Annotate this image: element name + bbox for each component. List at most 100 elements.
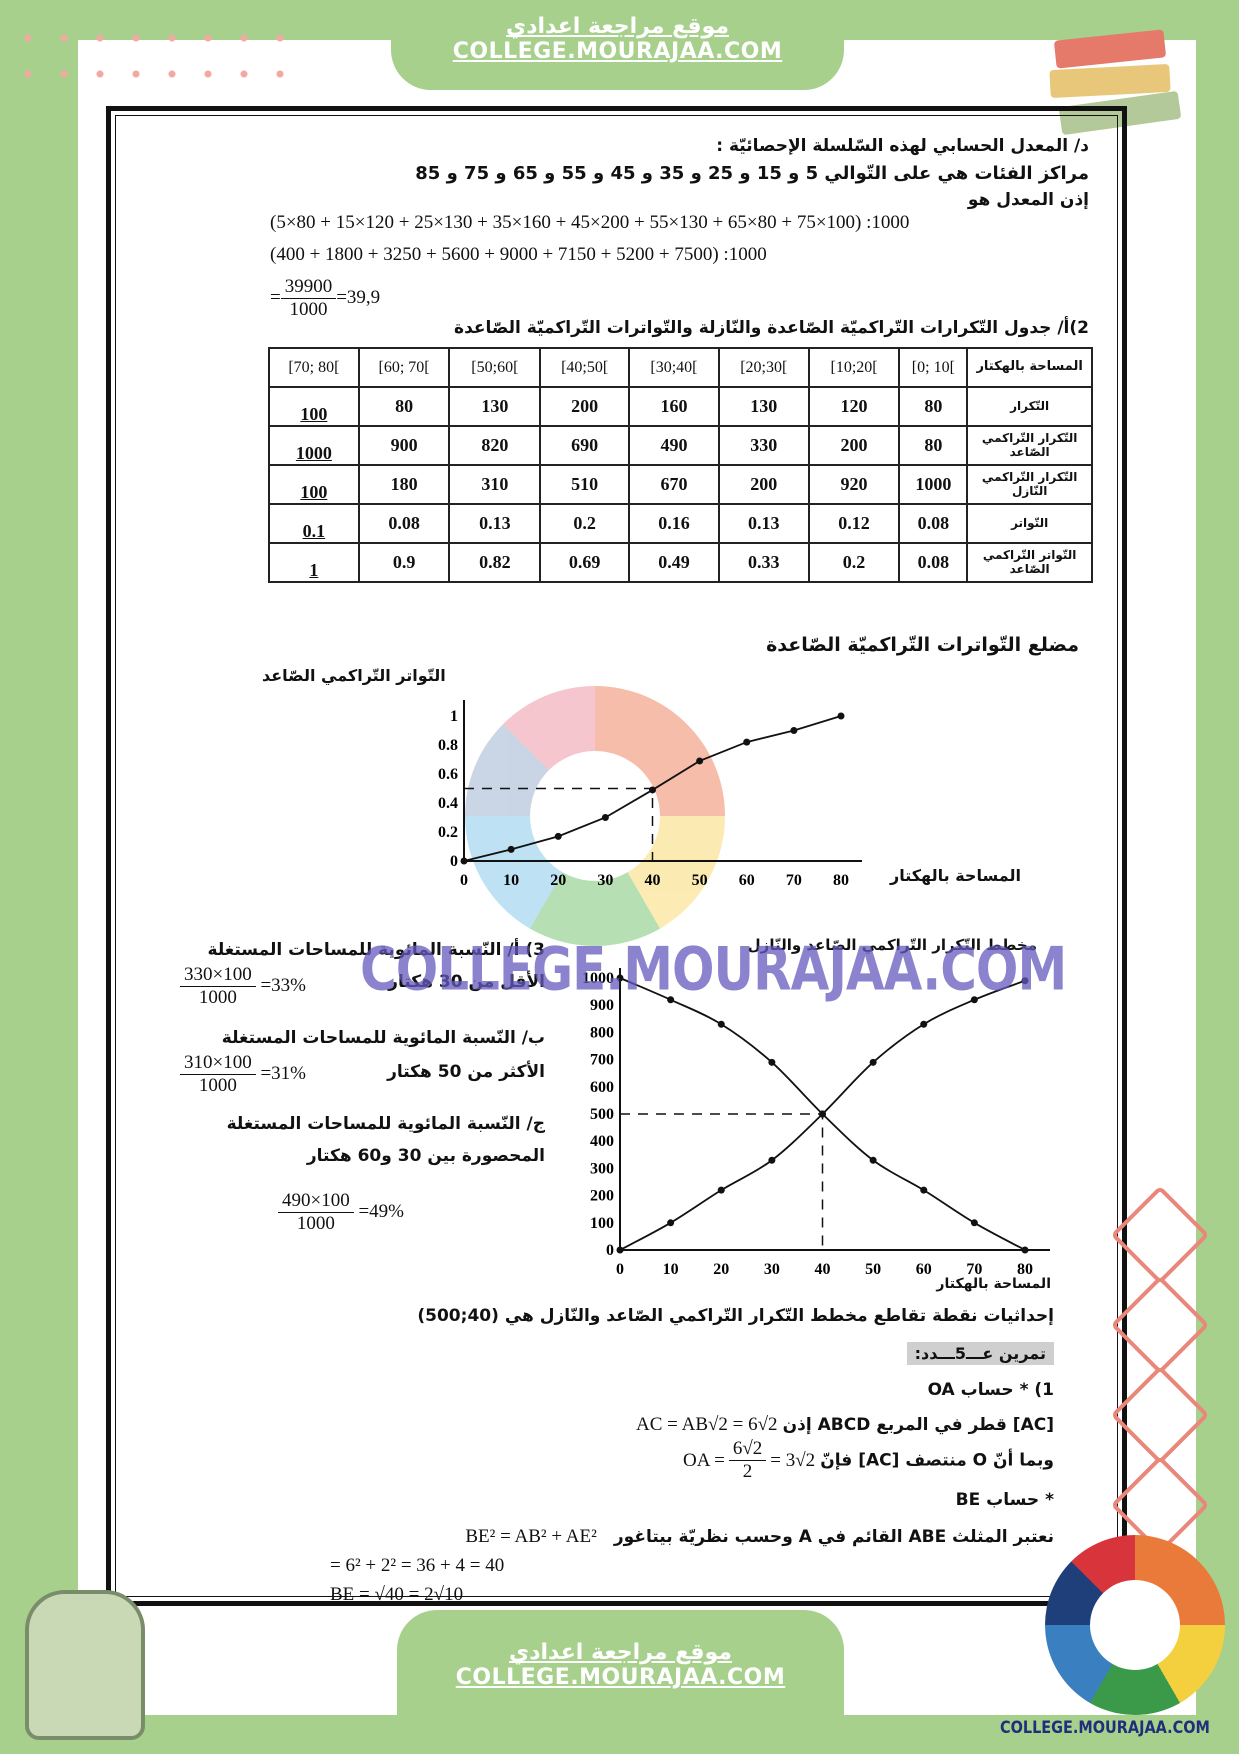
- data-point: [920, 1020, 928, 1028]
- fraction-numerator: 490×100: [278, 1190, 354, 1213]
- line3-text: نعتبر المثلث ABE القائم في A وحسب نظريّة…: [613, 1527, 1054, 1547]
- table-cell: 130: [717, 386, 810, 427]
- y-tick-label: 0.8: [438, 737, 458, 754]
- chart2-xlabel: المساحة بالهكتار: [936, 1276, 1051, 1292]
- table-cell: 490: [628, 425, 720, 466]
- y-tick-label: 0.6: [438, 766, 458, 783]
- table-cell: 80: [898, 386, 969, 427]
- equals-sign: =: [270, 286, 281, 308]
- fraction-numerator: 310×100: [180, 1052, 256, 1075]
- chart2-title: مخطط التّكرار التّراكمي الصّاعد والنّازل: [747, 936, 1037, 954]
- data-point: [768, 1058, 776, 1066]
- exercise5-line2: وبما أنّ O منتصف [AC] فإنّ OA = 6√2 2 = 3√2: [683, 1438, 1054, 1483]
- line2-text: وبما أنّ O منتصف [AC] فإنّ: [820, 1450, 1054, 1471]
- footer-logo-text[interactable]: COLLEGE.MOURAJAA.COM: [1000, 1718, 1210, 1738]
- data-point: [970, 1219, 978, 1227]
- oa-label: OA =: [682, 1449, 725, 1471]
- table-header: المساحة بالهكتار: [966, 347, 1093, 388]
- table-cell: 0.9: [357, 542, 451, 583]
- site-logo-ring: [465, 686, 725, 946]
- chart1-title: مضلع التّواترات التّراكميّة الصّاعدة: [766, 634, 1079, 656]
- table-header: [40;50[: [539, 347, 631, 388]
- table-cell: 900: [357, 425, 451, 466]
- data-point: [667, 996, 675, 1004]
- data-point: [768, 1156, 776, 1164]
- table-cell: 690: [539, 425, 631, 466]
- row-label: التّكرار التّراكمي الصّاعد: [966, 425, 1093, 466]
- exercise5-q1: 1) * حساب OA: [927, 1380, 1054, 1400]
- table-cell: 1000: [898, 464, 969, 505]
- table-cell: 820: [448, 425, 542, 466]
- data-point: [554, 832, 562, 840]
- table-row: 100 180 310 510 670 200 920 1000 التّكرار التّرا…: [268, 464, 1093, 505]
- exercise5-line1: [AC] قطر في المربع ABCD إذن AC = AB√2 = …: [636, 1414, 1054, 1436]
- y-tick-label: 700: [590, 1052, 614, 1069]
- fraction-numerator: 39900: [280, 276, 337, 299]
- table-cell: 1: [268, 542, 360, 583]
- percent-result: =49%: [358, 1200, 405, 1222]
- x-tick-label: 20: [713, 1261, 729, 1278]
- frequency-table: [70; 80[ [60; 70[ [50;60[ [40;50[ [30;40…: [268, 347, 1093, 583]
- part3-b-calc: 310×100 1000 =31%: [180, 1052, 306, 1097]
- table-header: [10;20[: [807, 347, 901, 388]
- fraction-numerator: 330×100: [180, 964, 256, 987]
- percent-result: =31%: [260, 1062, 307, 1084]
- table-header: [20;30[: [717, 347, 810, 388]
- fraction-denominator: 1000: [289, 299, 328, 320]
- table-cell: 120: [807, 386, 901, 427]
- table-cell: 0.12: [807, 503, 901, 544]
- fraction-numerator: 6√2: [728, 1438, 767, 1461]
- line1-math: AC = AB√2 = 6√2: [636, 1414, 778, 1435]
- table-cell: 0.08: [357, 503, 451, 544]
- table-cell: 200: [807, 425, 901, 466]
- y-tick-label: 500: [590, 1106, 614, 1123]
- x-tick-label: 0: [616, 1261, 624, 1278]
- mean-title: د/ المعدل الحسابي لهذه السّلسلة الإحصائي…: [716, 136, 1089, 156]
- x-tick-label: 10: [663, 1261, 679, 1278]
- part3-a-sub: الأقل من 30 هكتار: [388, 972, 545, 992]
- intersection-text: إحداثيات نقطة تقاطع مخطط التّكرار التّرا…: [417, 1306, 1054, 1326]
- data-point: [616, 974, 624, 982]
- data-point: [1021, 1246, 1029, 1254]
- y-tick-label: 1: [450, 708, 458, 725]
- header-site-link[interactable]: COLLEGE.MOURAJAA.COM: [452, 39, 783, 64]
- row-label: التّكرار التّراكمي النّازل: [966, 464, 1093, 505]
- table-cell: 200: [717, 464, 810, 505]
- y-tick-label: 1000: [582, 970, 614, 987]
- table-header: [0; 10[: [898, 347, 969, 388]
- table-cell: 510: [539, 464, 631, 505]
- footer-site-link[interactable]: COLLEGE.MOURAJAA.COM: [455, 1665, 786, 1690]
- x-tick-label: 60: [916, 1261, 932, 1278]
- x-tick-label: 10: [503, 872, 519, 889]
- table-cell: 330: [717, 425, 810, 466]
- table-row: 1000 900 820 690 490 330 200 80 التّكرار التّراك…: [268, 425, 1093, 466]
- part3-c-sub: المحصورة بين 30 و60 هكتار: [306, 1146, 545, 1166]
- data-point: [601, 814, 609, 821]
- line1-text: [AC] قطر في المربع ABCD إذن: [782, 1415, 1054, 1435]
- table-cell: 180: [357, 464, 451, 505]
- data-point: [717, 1020, 725, 1028]
- row-label: التّكرار: [966, 386, 1093, 427]
- guide-dashed-line: [620, 1113, 824, 1250]
- x-tick-label: 30: [597, 872, 613, 889]
- y-tick-label: 0: [606, 1242, 614, 1259]
- part3-a-calc: 330×100 1000 =33%: [180, 964, 306, 1009]
- table-header: [30;40[: [628, 347, 720, 388]
- chart1-ylabel: التّواتر التّراكمي الصّاعد: [262, 666, 446, 685]
- table-cell: 200: [539, 386, 631, 427]
- table-row: 100 80 130 200 160 130 120 80 التّكرار: [268, 386, 1093, 427]
- data-point: [837, 712, 845, 720]
- fraction-denominator: 1000: [198, 987, 237, 1008]
- table-cell: 0.16: [628, 503, 720, 544]
- table-cell: 80: [357, 386, 451, 427]
- table-cell: 0.82: [448, 542, 542, 583]
- table-header: [50;60[: [448, 347, 542, 388]
- x-tick-label: 50: [865, 1261, 881, 1278]
- x-tick-label: 70: [786, 872, 802, 889]
- data-point: [696, 757, 704, 765]
- data-point: [869, 1156, 877, 1164]
- line3-math: BE² = AB² + AE²: [465, 1526, 597, 1547]
- table-cell: 920: [807, 464, 901, 505]
- x-tick-label: 80: [833, 872, 849, 889]
